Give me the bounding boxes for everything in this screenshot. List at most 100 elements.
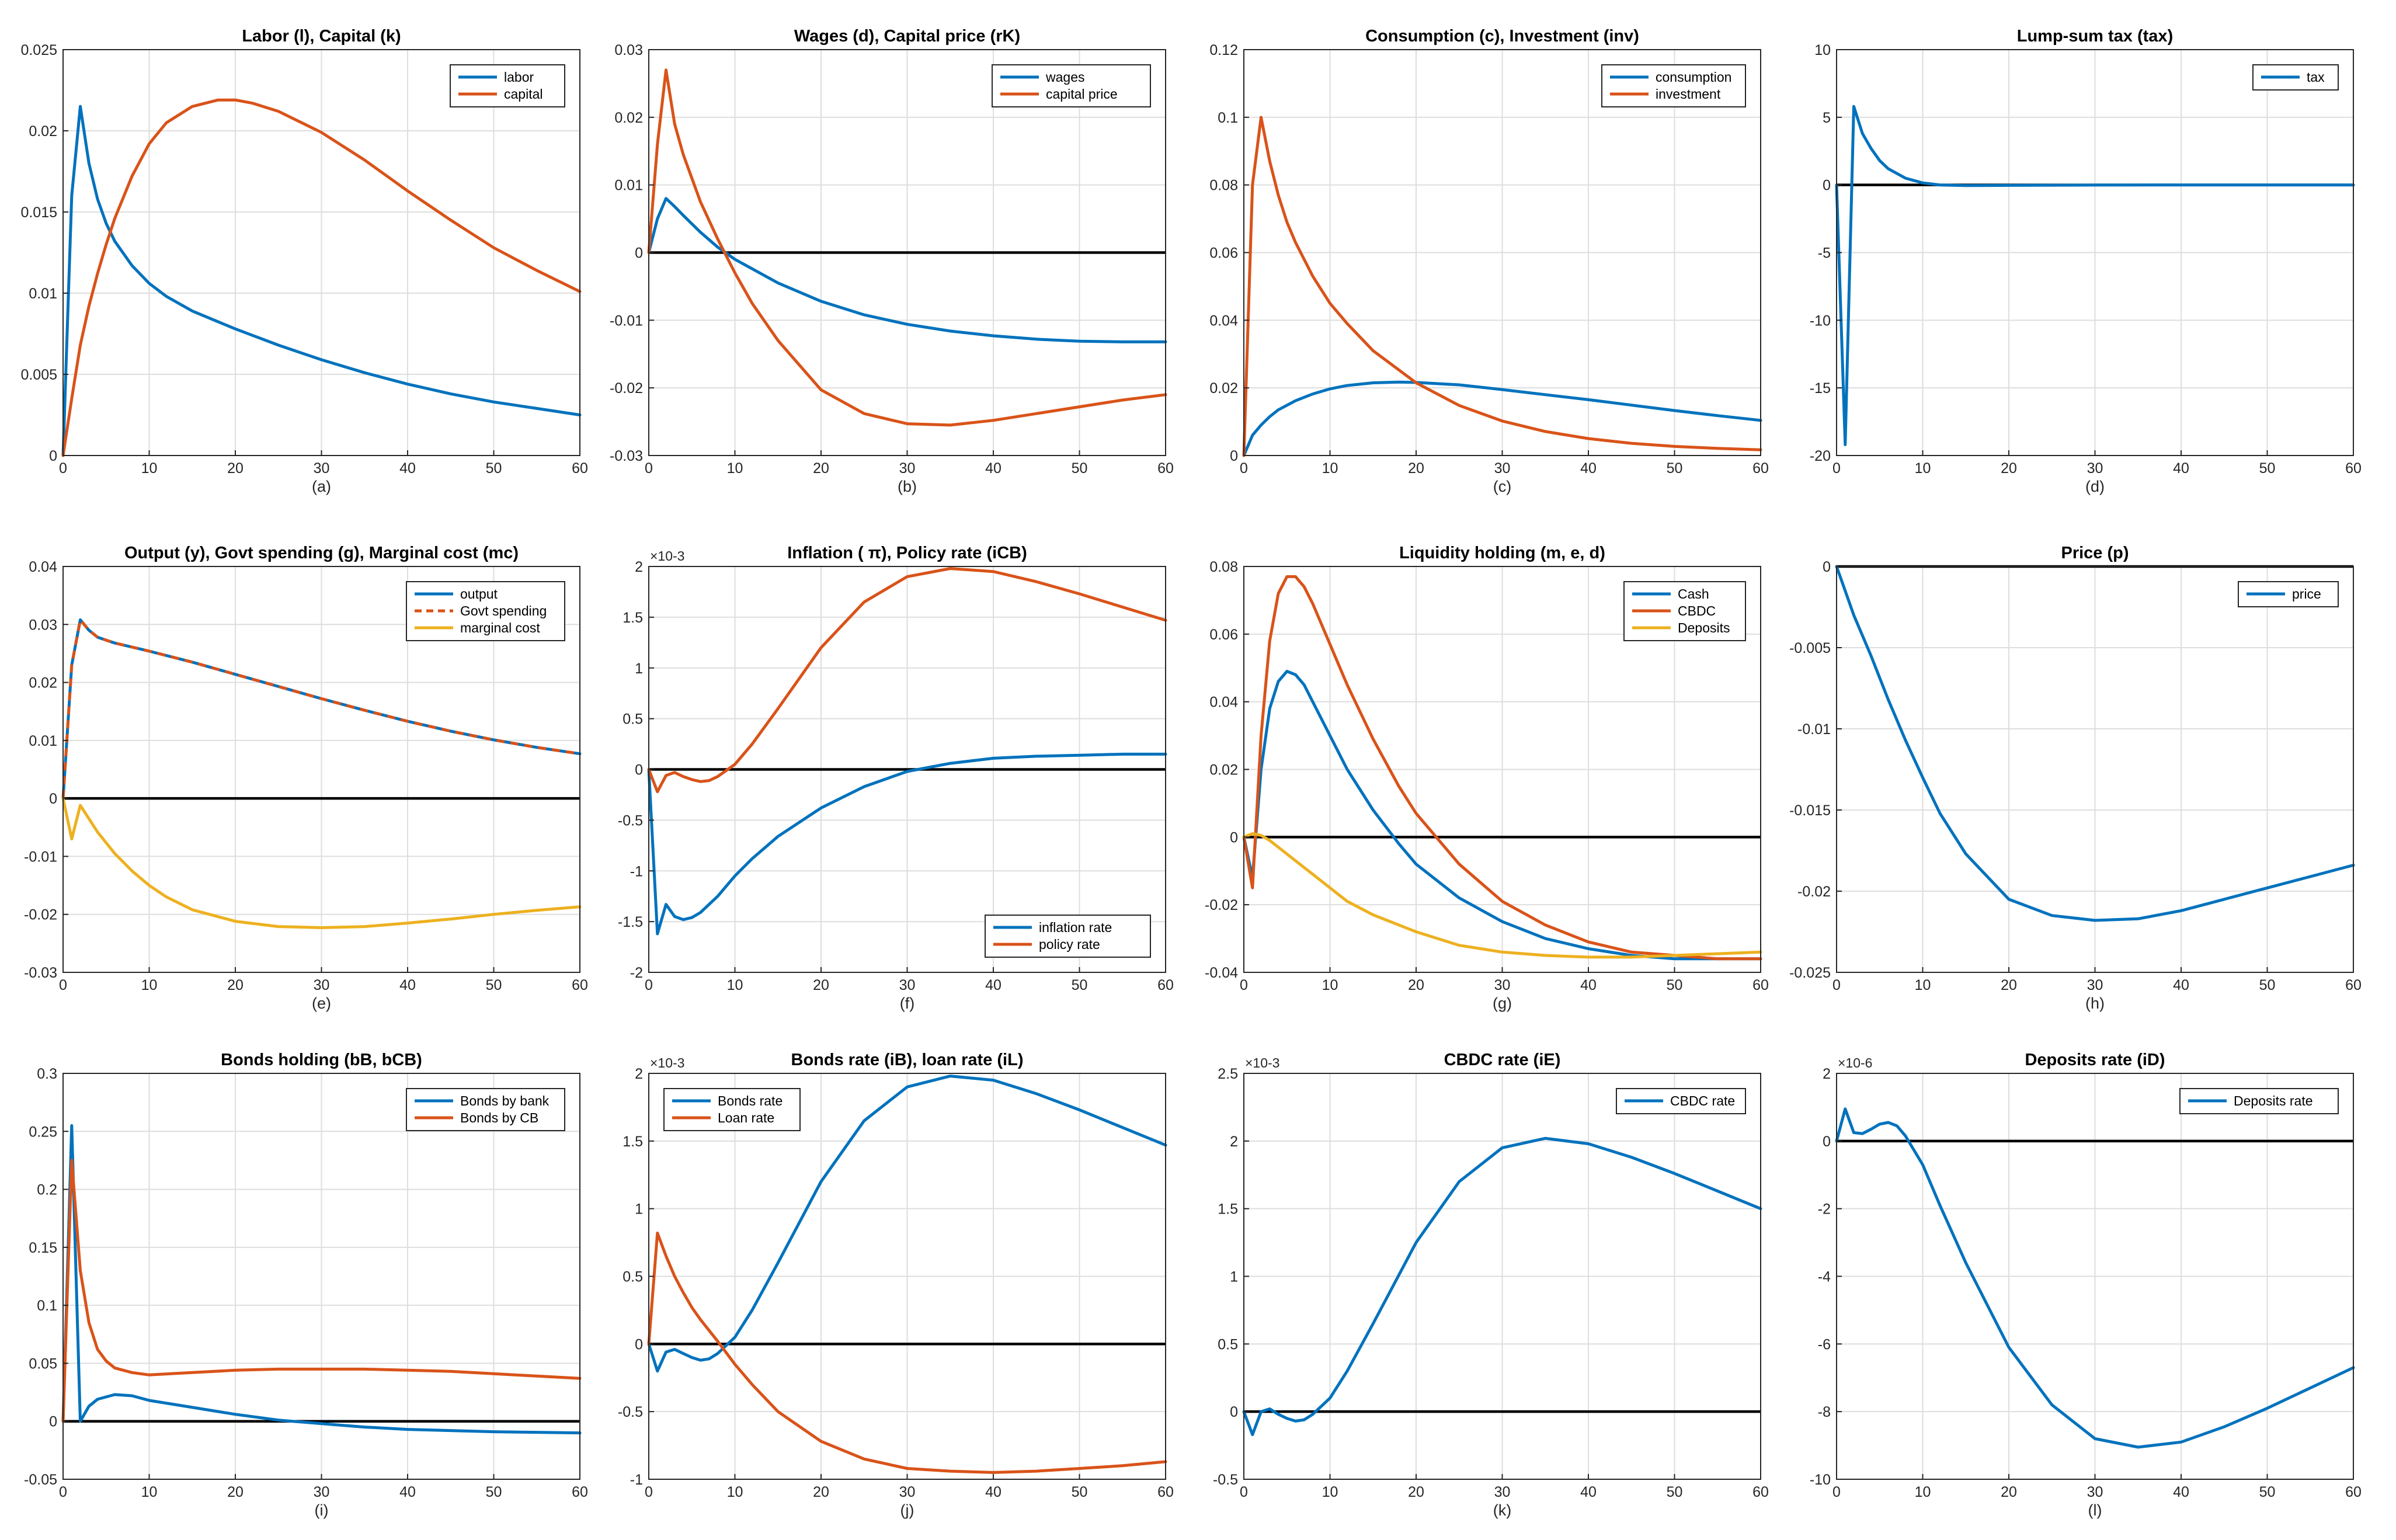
subplot-f-x-tick-label: 60 (1157, 977, 1174, 993)
subplot-i-x-tick-label: 60 (572, 1484, 588, 1500)
subplot-c-legend-label-0: consumption (1656, 69, 1731, 85)
subplot-k-x-tick-label: 40 (1580, 1484, 1597, 1500)
subplot-a-y-tick-label: 0.005 (20, 367, 57, 383)
subplot-e-series-2-line (61, 797, 582, 929)
subplot-c: 0 10 20 30 40 50 60 0 0.02 0.04 0.06 0.08 0.1 0.12 Con… (1209, 27, 1769, 495)
subplot-f-xlabel: (f) (900, 995, 914, 1012)
subplot-h-x-tick-label: 10 (1915, 977, 1931, 993)
subplot-c-x-tick-label: 20 (1408, 460, 1424, 477)
subplot-f-series-0-line (647, 752, 1167, 936)
subplot-g-x-tick-label: 0 (1240, 977, 1248, 993)
subplot-c-legend-label-1: investment (1656, 86, 1721, 102)
subplot-f-x-tick-label: 30 (899, 977, 916, 993)
subplot-c-legend-box (1601, 64, 1746, 107)
subplot-c-x-tick-label: 40 (1580, 460, 1597, 477)
subplot-b-legend-label-0: wages (1045, 69, 1084, 85)
subplot-f-y-tick-label: -2 (630, 965, 643, 981)
subplot-i-xlabel: (i) (315, 1501, 329, 1519)
subplot-e-y-tick-label: -0.03 (24, 965, 57, 981)
subplot-l-y-tick-label: 2 (1823, 1066, 1831, 1082)
subplot-b-title: Wages (d), Capital price (rK) (794, 27, 1020, 46)
subplot-f-legend-label-1: policy rate (1039, 937, 1100, 952)
subplot-d-x-tick-label: 60 (2345, 460, 2362, 477)
subplot-j-y-tick-label: 0.5 (623, 1269, 643, 1285)
subplot-i-y-tick-label: 0.3 (37, 1066, 57, 1082)
subplot-a-x-tick-label: 30 (314, 460, 330, 477)
subplot-i-x-tick-label: 40 (399, 1484, 416, 1500)
subplot-e-y-tick-label: 0.02 (29, 675, 57, 691)
subplot-d-series-0-line (1835, 105, 2355, 446)
subplot-a-y-tick-label: 0.025 (20, 42, 57, 58)
subplot-i-y-tick-label: 0.2 (37, 1182, 57, 1198)
subplot-e-y-tick-label: 0.01 (29, 733, 57, 749)
subplot-f-x-tick-label: 10 (727, 977, 743, 993)
subplot-j-x-tick-label: 0 (645, 1484, 653, 1500)
subplot-f-legend-box (985, 915, 1151, 958)
subplot-e-y-tick-label: 0.03 (29, 617, 57, 633)
subplot-l-y-tick-label: -6 (1818, 1336, 1831, 1353)
subplot-b-x-tick-label: 50 (1072, 460, 1088, 477)
subplot-l-y-tick-label: -10 (1810, 1472, 1831, 1488)
subplot-f-legend-label-0: inflation rate (1039, 920, 1112, 935)
subplot-d-x-tick-label: 10 (1915, 460, 1931, 477)
subplot-i-y-tick-label: -0.05 (24, 1472, 57, 1488)
subplot-a: 0 10 20 30 40 50 60 0 0.005 0.01 0.015 0.02 0.025 Lab… (20, 27, 587, 495)
subplot-f-y-tick-label: 2 (635, 559, 643, 575)
subplot-j-x-tick-label: 10 (727, 1484, 743, 1500)
subplot-l-y-tick-label: -4 (1818, 1269, 1831, 1285)
subplot-j: 0 10 20 30 40 50 60 -1 -0.5 0 0.5 1 1.5 2 Bonds rate (… (618, 1051, 1174, 1519)
subplot-b-y-tick-label: 0.02 (614, 110, 643, 126)
subplot-i-legend-label-1: Bonds by CB (460, 1110, 538, 1125)
subplot-e-title: Output (y), Govt spending (g), Marginal … (124, 544, 519, 562)
subplot-b: 0 10 20 30 40 50 60 -0.03 -0.02 -0.01 0 0.01 0.02 0.0… (610, 27, 1174, 495)
subplot-d-y-tick-label: -20 (1810, 448, 1831, 464)
subplot-g-series-2-line (1242, 832, 1762, 959)
subplot-d-y-tick-label: -15 (1810, 380, 1831, 397)
subplot-j-multiplier: ×10-3 (650, 1055, 684, 1070)
subplot-k-y-tick-label: 1 (1230, 1269, 1238, 1285)
subplot-f-x-tick-label: 20 (813, 977, 829, 993)
subplot-c-x-tick-label: 10 (1322, 460, 1338, 477)
subplot-b-series-1-line (647, 68, 1167, 427)
subplot-g-x-tick-label: 40 (1580, 977, 1597, 993)
subplot-d-x-tick-label: 20 (2001, 460, 2017, 477)
subplot-b-legend-label-1: capital price (1046, 86, 1118, 102)
subplot-k-x-tick-label: 10 (1322, 1484, 1338, 1500)
subplot-e-x-tick-label: 60 (572, 977, 588, 993)
subplot-k-legend-label-0: CBDC rate (1670, 1093, 1735, 1108)
subplot-e-x-tick-label: 50 (486, 977, 502, 993)
subplot-b-x-tick-label: 20 (813, 460, 829, 477)
subplot-a-xlabel: (a) (312, 478, 331, 495)
subplot-d: 0 10 20 30 40 50 60 -20 -15 -10 -5 0 5 10 Lump-sum tax… (1810, 27, 2362, 495)
subplot-e-xlabel: (e) (312, 995, 331, 1012)
subplot-j-legend-box (663, 1088, 801, 1131)
subplot-a-y-tick-label: 0 (49, 448, 57, 464)
subplot-g-series-1-line (1242, 575, 1762, 961)
subplot-f-x-tick-label: 40 (985, 977, 1001, 993)
subplot-h-x-tick-label: 20 (2001, 977, 2017, 993)
subplot-l-x-tick-label: 20 (2001, 1484, 2017, 1500)
subplot-i-x-tick-label: 50 (486, 1484, 502, 1500)
subplot-h-y-tick-label: -0.025 (1789, 965, 1831, 981)
subplot-g-y-tick-label: 0.06 (1209, 627, 1238, 643)
subplot-l-xlabel: (l) (2088, 1501, 2102, 1519)
subplot-b-x-tick-label: 40 (985, 460, 1001, 477)
subplot-d-x-tick-label: 50 (2259, 460, 2276, 477)
subplot-f-x-tick-label: 50 (1072, 977, 1088, 993)
subplot-d-y-tick-label: 0 (1823, 178, 1831, 194)
subplot-a-x-tick-label: 50 (486, 460, 502, 477)
subplot-k-series-0-line (1242, 1136, 1762, 1437)
subplot-e-series-1-line (61, 618, 580, 799)
subplot-c-x-tick-label: 60 (1752, 460, 1769, 477)
subplot-e-x-tick-label: 30 (314, 977, 330, 993)
subplot-c-y-tick-label: 0.08 (1209, 178, 1238, 194)
subplot-k-x-tick-label: 20 (1408, 1484, 1424, 1500)
subplot-d-x-tick-label: 30 (2087, 460, 2103, 477)
subplot-h-y-tick-label: -0.015 (1789, 802, 1831, 819)
subplot-f-y-tick-label: 0 (635, 762, 643, 778)
subplot-i-y-tick-label: 0.05 (29, 1355, 57, 1372)
subplot-h-x-tick-label: 60 (2345, 977, 2362, 993)
subplot-f-title: Inflation ( π), Policy rate (iCB) (787, 544, 1027, 562)
subplot-j-y-tick-label: -0.5 (618, 1404, 643, 1420)
subplot-k-multiplier: ×10-3 (1245, 1055, 1279, 1070)
